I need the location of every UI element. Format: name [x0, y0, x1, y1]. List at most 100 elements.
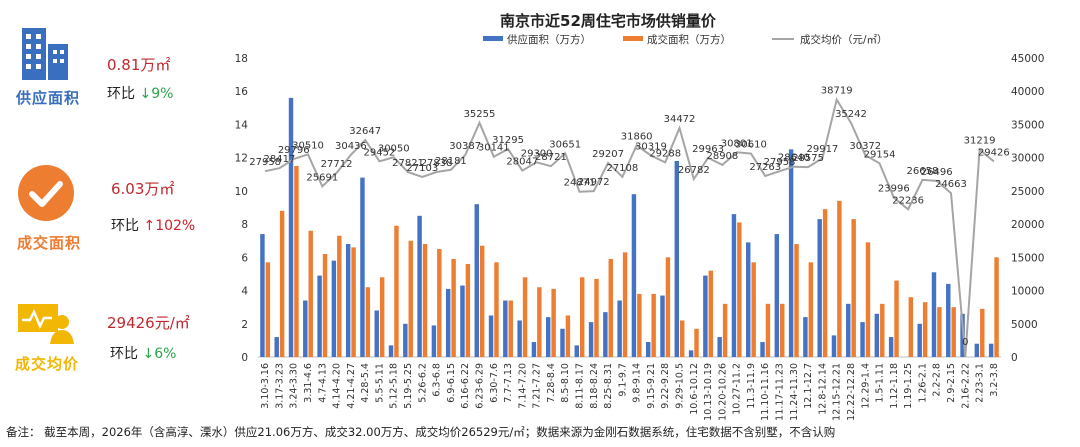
- x-tick-label: 7.14-7.20: [517, 363, 528, 409]
- deal-bar: [408, 240, 413, 357]
- price-data-label: 38719: [821, 86, 853, 97]
- deal-bar: [294, 165, 299, 357]
- x-tick-label: 8.18-8.24: [589, 363, 600, 409]
- supply-bar: [274, 337, 279, 357]
- y-right-tick-label: 35000: [1011, 119, 1044, 131]
- x-tick-label: 8.5-8.10: [560, 363, 571, 403]
- presenter-chart-icon: [18, 304, 74, 344]
- y-right-tick-label: 45000: [1011, 53, 1044, 65]
- deal-bar: [908, 297, 914, 357]
- x-tick-label: 1.5-1.11: [875, 363, 886, 403]
- deal-bar: [651, 293, 656, 357]
- x-tick-label: 9.1-9.7: [617, 363, 628, 397]
- deal-bar: [722, 303, 728, 357]
- y-right-tick-label: 30000: [1011, 153, 1044, 165]
- supply-bar: [417, 215, 422, 357]
- supply-bar: [531, 342, 537, 357]
- price-data-label: 32647: [349, 126, 381, 137]
- price-data-label: 23996: [878, 184, 910, 195]
- supply-bar: [874, 313, 880, 357]
- x-tick-label: 10.6-10.12: [689, 363, 700, 415]
- supply-bar: [731, 214, 737, 357]
- supply-bar: [831, 335, 837, 357]
- supply-bar: [388, 345, 394, 357]
- price-line: [264, 97, 995, 358]
- x-tick-label: 12.15-12.21: [832, 363, 843, 420]
- price-data-label: 24972: [578, 177, 610, 188]
- price-data-label: 34472: [664, 114, 696, 125]
- legend-label: 成交均价（元/㎡）: [800, 33, 888, 46]
- y-right-tick-label: 25000: [1011, 186, 1044, 198]
- price-data-label: 30436: [335, 141, 367, 152]
- supply-bar: [988, 343, 994, 357]
- deal-bar: [422, 244, 428, 357]
- chart-title: 南京市近52周住宅市场供销量价: [500, 12, 717, 30]
- x-tick-label: 10.27-11.2: [732, 363, 743, 415]
- ratio-label: 环比: [107, 86, 135, 102]
- price-data-label: 29963: [692, 144, 724, 155]
- down-arrow-icon: ↓: [139, 86, 152, 102]
- supply-bar: [360, 177, 365, 357]
- supply-bar: [931, 272, 937, 357]
- price-data-label: 27838: [421, 158, 453, 169]
- price-data-label: 28047: [506, 157, 538, 168]
- supply-bar: [345, 244, 351, 357]
- deal-bar: [822, 209, 828, 357]
- deal-bar: [708, 270, 714, 357]
- price-data-label: 22236: [892, 195, 924, 206]
- deal-bar: [737, 222, 742, 357]
- price-data-label: 26658: [907, 166, 939, 177]
- x-tick-label: 11.17-11.23: [775, 363, 786, 420]
- y-left-tick-label: 10: [235, 186, 248, 198]
- y-left-tick-label: 0: [241, 352, 248, 364]
- x-tick-label: 12.29-1.4: [860, 363, 871, 409]
- deal-bar: [522, 277, 528, 357]
- price-data-label: 30372: [849, 141, 881, 152]
- supply-bar: [703, 275, 708, 357]
- building-icon: [22, 28, 68, 80]
- supply-bar: [303, 300, 308, 357]
- price-data-label: 29154: [864, 149, 896, 160]
- deal-bar: [680, 320, 685, 357]
- deal-bar: [537, 287, 542, 357]
- deal-bar: [479, 245, 485, 357]
- supply-deal-price-chart: 南京市近52周住宅市场供销量价 供应面积（万方） 成交面积（万方） 成交均价（元/㎡…: [235, 12, 1045, 420]
- x-tick-label: 8.25-8.31: [603, 363, 614, 409]
- deal-bar: [594, 278, 599, 357]
- supply-bar: [974, 343, 980, 357]
- supply-bar: [746, 242, 751, 357]
- y-left-tick-label: 4: [241, 286, 248, 298]
- price-data-label: 29917: [806, 144, 838, 155]
- supply-bar: [817, 219, 822, 357]
- x-tick-label: 1.26-2.1: [917, 363, 928, 403]
- x-tick-label: 10.20-10.26: [717, 363, 728, 420]
- supply-bar: [917, 323, 922, 357]
- deal-bar: [508, 300, 513, 357]
- deal-bar: [337, 235, 342, 357]
- supply-bar: [860, 322, 865, 357]
- legend-swatch: [483, 36, 503, 41]
- y-right-tick-label: 10000: [1011, 286, 1044, 298]
- supply-bar: [631, 194, 637, 357]
- x-tick-label: 4.14-4.20: [332, 363, 343, 409]
- price-data-label: 27263: [749, 162, 781, 173]
- x-tick-label: 5.12-5.18: [389, 363, 400, 409]
- deal-bar: [437, 249, 442, 357]
- price-data-label: 30141: [478, 143, 510, 154]
- price-kpi-value: 29426元/㎡: [107, 314, 190, 332]
- deal-bar: [565, 315, 571, 357]
- deal-kpi-ratio: 环比 ↑102%: [111, 215, 195, 235]
- x-tick-label: 12.8-12.14: [817, 363, 828, 415]
- deal-bar: [880, 303, 885, 357]
- x-tick-label: 9.8-9.14: [632, 363, 643, 403]
- price-data-label: 29207: [592, 149, 624, 160]
- deal-bar: [365, 287, 371, 357]
- legend-label: 供应面积（万方）: [507, 33, 591, 46]
- supply-bar: [403, 323, 408, 357]
- footnote: 备注： 截至本周，2026年（含高淳、溧水）供应21.06万方、成交32.00万…: [6, 425, 836, 439]
- supply-kpi-value: 0.81万㎡: [107, 56, 171, 74]
- price-data-label: 27103: [406, 163, 438, 174]
- x-tick-label: 12.1-12.7: [803, 363, 814, 409]
- deal-bar: [851, 219, 856, 357]
- ratio-value: 6%: [154, 346, 177, 362]
